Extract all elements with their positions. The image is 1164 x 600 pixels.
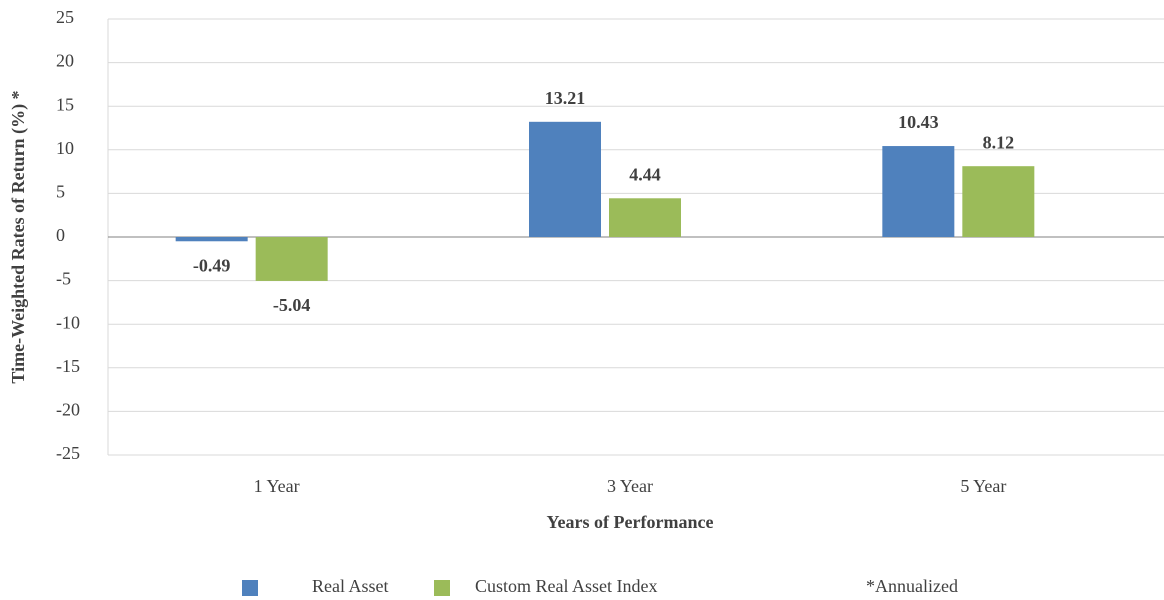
y-tick-label: 20	[56, 51, 74, 71]
bar	[529, 121, 601, 237]
data-label: 13.21	[545, 88, 586, 108]
legend-label: Real Asset	[312, 576, 389, 596]
legend-label: Custom Real Asset Index	[475, 576, 658, 596]
data-label: -0.49	[193, 255, 231, 275]
x-tick-label: 3 Year	[607, 476, 653, 496]
y-tick-label: -20	[56, 400, 80, 420]
bar	[255, 237, 328, 281]
legend-swatch	[242, 580, 258, 596]
y-axis-title: Time-Weighted Rates of Return (%) *	[8, 90, 29, 383]
bar	[609, 198, 681, 237]
y-tick-label: -10	[56, 312, 80, 332]
x-tick-label: 5 Year	[960, 476, 1006, 496]
bar	[962, 166, 1035, 237]
data-label: 8.12	[983, 132, 1015, 152]
y-tick-label: 0	[56, 225, 65, 245]
data-label: -5.04	[273, 295, 311, 315]
y-tick-label: 25	[56, 7, 74, 27]
y-tick-label: -25	[56, 443, 80, 463]
y-tick-label: 5	[56, 182, 65, 202]
annotation: *Annualized	[866, 576, 958, 596]
y-tick-label: 10	[56, 138, 74, 158]
data-label: 4.44	[629, 164, 661, 184]
y-tick-label: -5	[56, 269, 71, 289]
x-axis-title: Years of Performance	[547, 512, 714, 532]
x-tick-label: 1 Year	[254, 476, 300, 496]
y-tick-label: 15	[56, 94, 74, 114]
legend-swatch	[434, 580, 450, 596]
bar	[175, 237, 248, 242]
bar	[882, 146, 955, 237]
y-tick-label: -15	[56, 356, 80, 376]
data-label: 10.43	[898, 112, 939, 132]
